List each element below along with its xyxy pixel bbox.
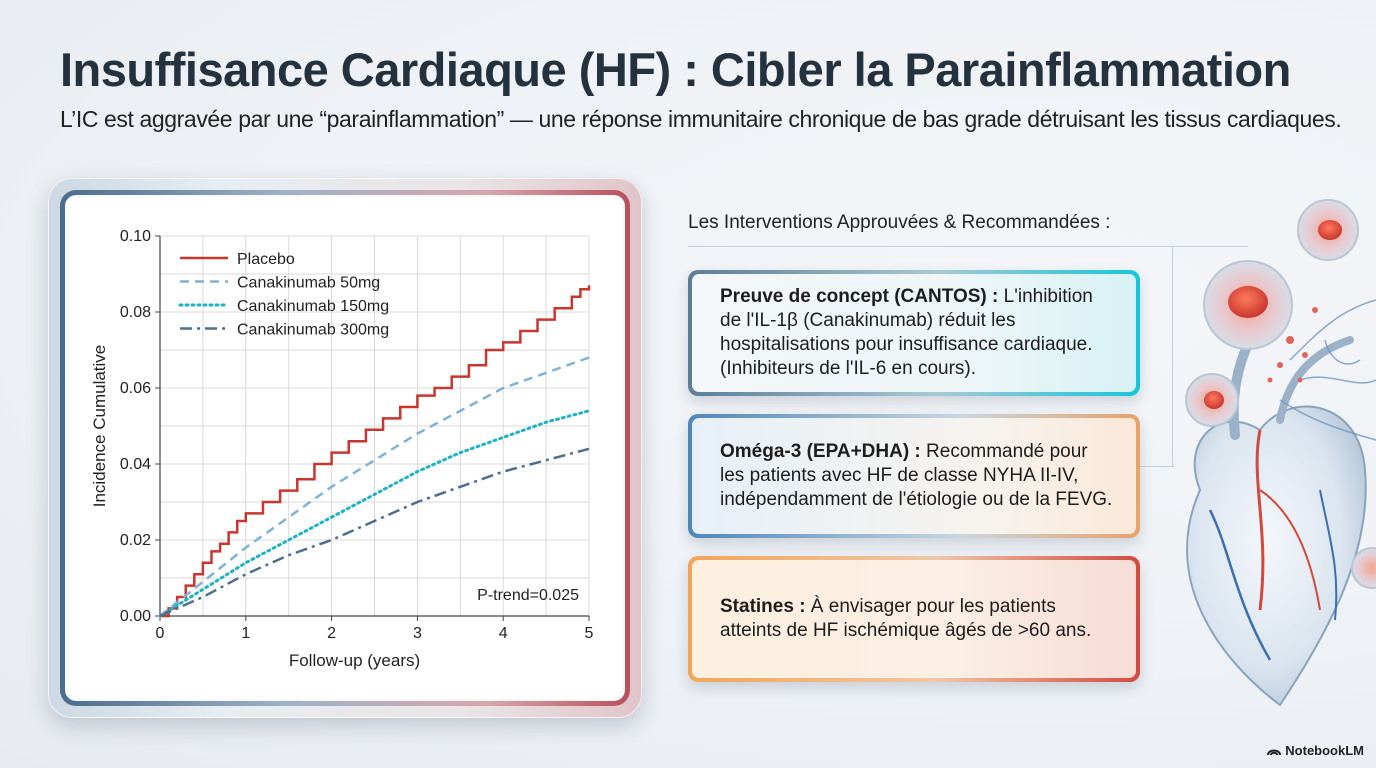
y-tick-label: 0.04 [120,456,151,473]
chart-paper: 0 1 2 3 4 5 0.00 0.02 0.04 0.06 0.08 0.10 Follow-up … [65,195,625,701]
y-tick-label: 0.00 [120,608,151,625]
card-body: Recommandé pour les patients avec HF de … [720,441,1113,510]
legend-label: Canakinumab 50mg [237,275,380,292]
inflammatory-cell [1203,260,1293,350]
cumulative-incidence-chart: 0 1 2 3 4 5 0.00 0.02 0.04 0.06 0.08 0.10 Follow-up … [90,228,594,670]
notebooklm-icon [1267,749,1282,755]
vessel-network [1279,299,1376,441]
brand-name: NotebookLM [1285,743,1364,758]
y-tick-label: 0.08 [120,304,151,321]
chart-frame: 0 1 2 3 4 5 0.00 0.02 0.04 0.06 0.08 0.10 Follow-up … [48,178,642,718]
card-text: Oméga-3 (EPA+DHA) : Recommandé pour les … [720,440,1116,512]
series-line-0 [160,285,591,618]
cytokine-particles [1267,307,1318,383]
x-tick-label: 3 [413,625,422,642]
interventions-heading: Les Interventions Approuvées & Recommand… [688,212,1111,233]
page-title: Insuffisance Cardiaque (HF) : Cibler la … [60,43,1291,96]
intervention-card-cantos: Preuve de concept (CANTOS) : L'inhibitio… [688,270,1140,396]
series-line-2 [158,409,591,618]
brand-logo: NotebookLM [1267,743,1364,758]
y-tick-label: 0.10 [120,228,151,245]
card-title: Oméga-3 (EPA+DHA) : [720,441,921,462]
card-title: Preuve de concept (CANTOS) : [720,286,999,307]
series-line-3 [159,447,590,618]
inflammatory-cell [1185,373,1239,427]
y-tick-label: 0.02 [120,532,151,549]
connector-line [1172,246,1173,466]
heart-illustration-icon [1185,199,1376,707]
card-body: À envisager pour les patients atteints d… [720,596,1092,641]
legend-label: Canakinumab 150mg [237,298,389,315]
card-text: Statines : À envisager pour les patients… [720,595,1116,643]
page-subtitle: L’IC est aggravée par une “parainflammat… [60,106,1342,132]
x-tick-label: 2 [327,625,336,642]
connector-line [1140,466,1174,467]
x-tick-label: 1 [241,625,250,642]
card-title: Statines : [720,596,806,617]
chart-border: 0 1 2 3 4 5 0.00 0.02 0.04 0.06 0.08 0.10 Follow-up … [60,190,630,706]
card-text: Preuve de concept (CANTOS) : L'inhibitio… [720,285,1116,381]
intervention-card-statines: Statines : À envisager pour les patients… [688,556,1140,682]
heart-shape [1186,335,1367,707]
y-tick-label: 0.06 [120,380,151,397]
intervention-card-omega3: Oméga-3 (EPA+DHA) : Recommandé pour les … [688,414,1140,538]
x-tick-label: 4 [499,625,508,642]
p-trend-annotation: P-trend=0.025 [477,587,579,604]
card-body: L'inhibition de l'IL-1β (Canakinumab) ré… [720,286,1093,379]
series-line-1 [159,356,590,617]
y-axis-label: Incidence Cumulative [90,345,109,508]
x-tick-label: 5 [585,625,594,642]
heading-divider [688,246,1248,247]
inflammatory-cell [1297,199,1359,261]
x-tick-label: 0 [156,625,165,642]
x-axis-label: Follow-up (years) [289,651,420,670]
inflammatory-cell [1351,547,1376,589]
legend-label: Placebo [237,251,295,268]
legend-label: Canakinumab 300mg [237,322,389,339]
